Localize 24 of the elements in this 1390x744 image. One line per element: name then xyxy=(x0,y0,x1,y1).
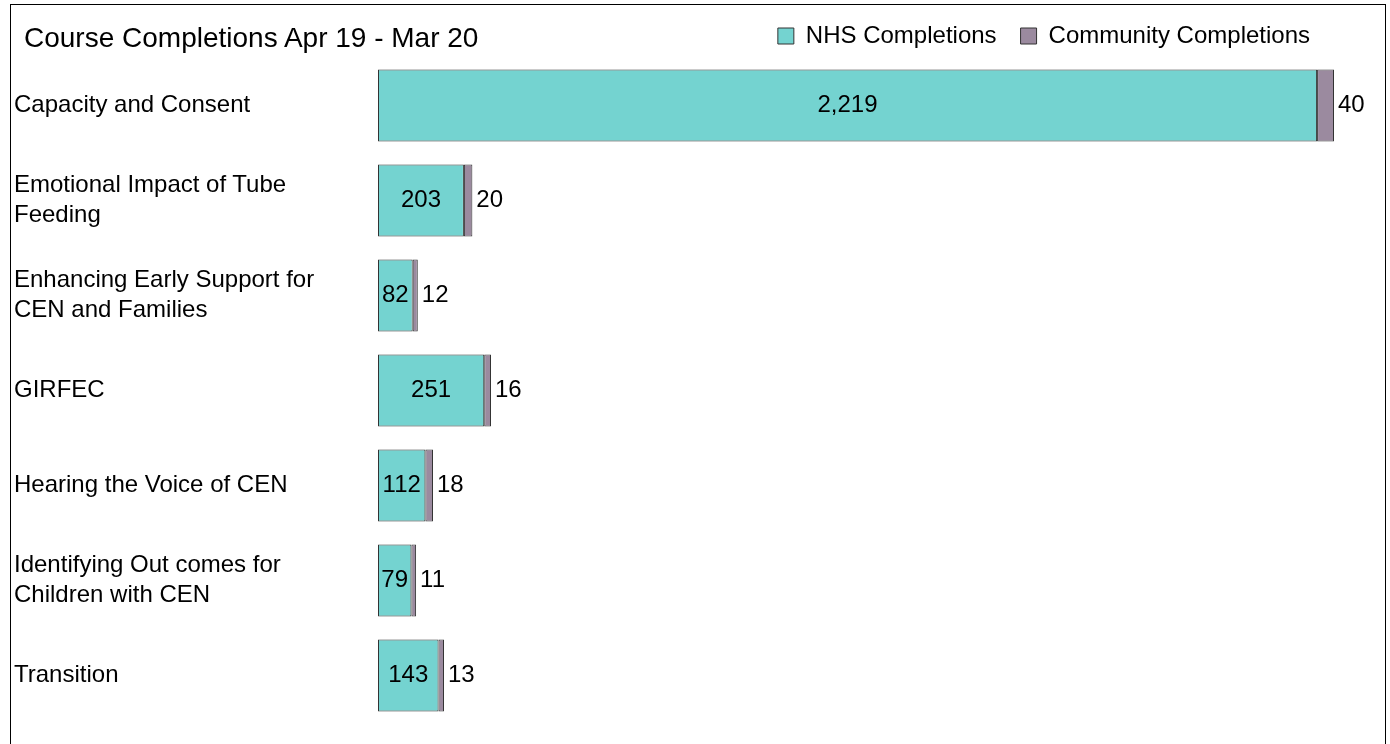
data-label: 112 xyxy=(382,470,421,498)
data-label: 13 xyxy=(448,660,475,688)
y-tick-label: Enhancing Early Support for CEN and Families xyxy=(14,265,315,323)
data-label: 20 xyxy=(476,185,504,213)
y-tick-label: Capacity and Consent xyxy=(14,90,251,118)
data-label: 11 xyxy=(420,565,446,593)
data-label: 12 xyxy=(421,280,449,308)
chart-title: Course Completions Apr 19 - Mar 20 xyxy=(24,22,479,54)
legend-label: NHS Completions xyxy=(805,20,997,48)
y-tick-label: Transition xyxy=(14,660,119,688)
data-label: 82 xyxy=(382,280,409,308)
y-tick-label: Emotional Impact of Tube Feeding xyxy=(14,170,287,228)
y-tick-label: GIRFEC xyxy=(14,375,105,403)
data-label: 40 xyxy=(1338,90,1365,118)
legend-label: Community Completions xyxy=(1048,20,1310,48)
y-tick-label: Identifying Out comes for Children with CEN xyxy=(14,550,281,608)
data-label: 251 xyxy=(411,375,452,403)
data-label: 16 xyxy=(494,375,522,403)
data-label: 143 xyxy=(388,660,429,688)
data-label: 18 xyxy=(437,470,464,498)
data-label: 79 xyxy=(381,565,409,593)
y-tick-label: Hearing the Voice of CEN xyxy=(14,470,288,498)
data-label: 203 xyxy=(400,185,441,213)
data-label: 2,219 xyxy=(817,90,878,118)
